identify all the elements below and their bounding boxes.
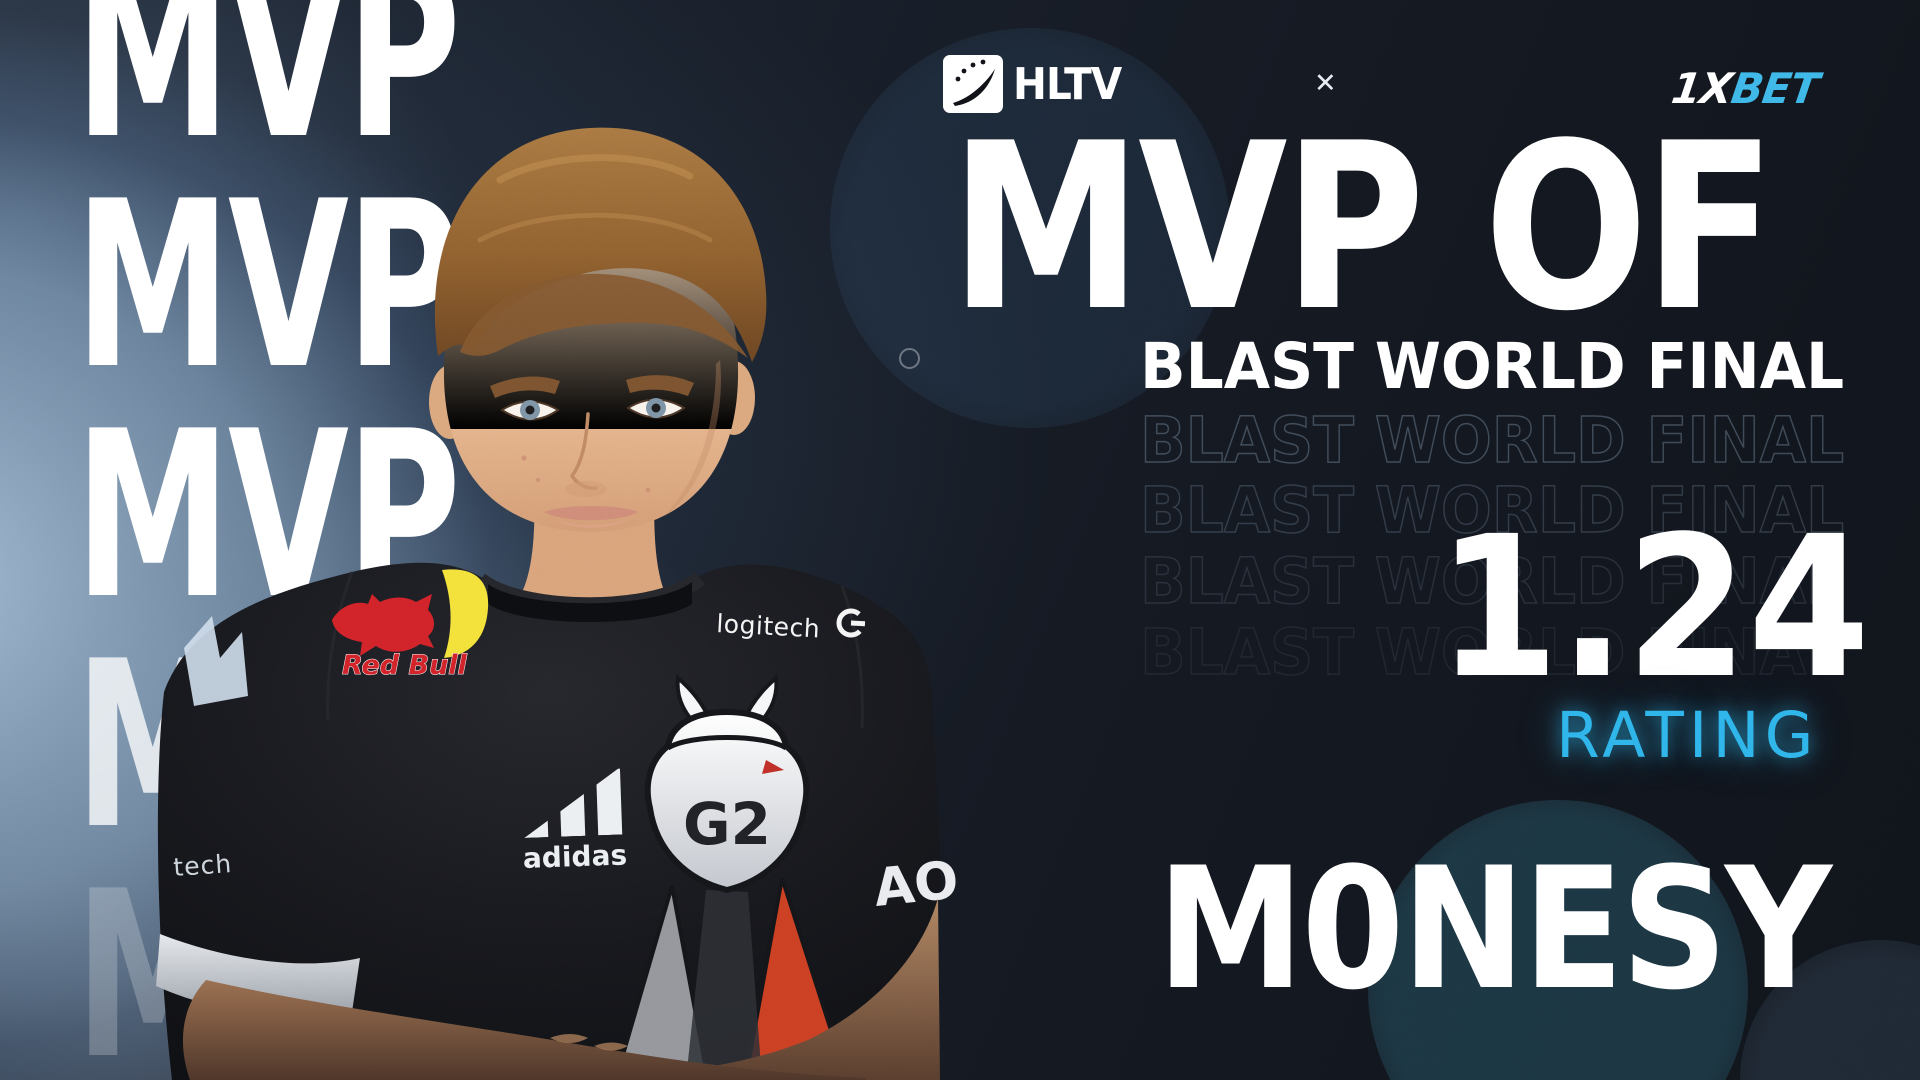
event-name-ghost-1: BLAST WORLD FINAL bbox=[1139, 404, 1845, 477]
event-name: BLAST WORLD FINAL bbox=[1140, 330, 1845, 403]
player-photo: Red Bull logitech adidas bbox=[156, 127, 960, 1080]
headline-mvp-of: MVP OF bbox=[950, 95, 1776, 362]
sleeve-tech-text: tech bbox=[172, 849, 233, 882]
sleeve-sponsor-text: AO bbox=[871, 850, 960, 918]
player-name: M0NESY bbox=[1157, 831, 1832, 1027]
adidas-wordmark: adidas bbox=[522, 838, 627, 875]
g2-monogram: G2 bbox=[683, 790, 771, 858]
rating-value: 1.24 bbox=[1437, 494, 1871, 721]
logitech-wordmark: logitech bbox=[716, 609, 821, 643]
player-head bbox=[429, 127, 767, 532]
redbull-wordmark: Red Bull bbox=[342, 650, 468, 681]
rating-label: RATING bbox=[1556, 699, 1819, 772]
